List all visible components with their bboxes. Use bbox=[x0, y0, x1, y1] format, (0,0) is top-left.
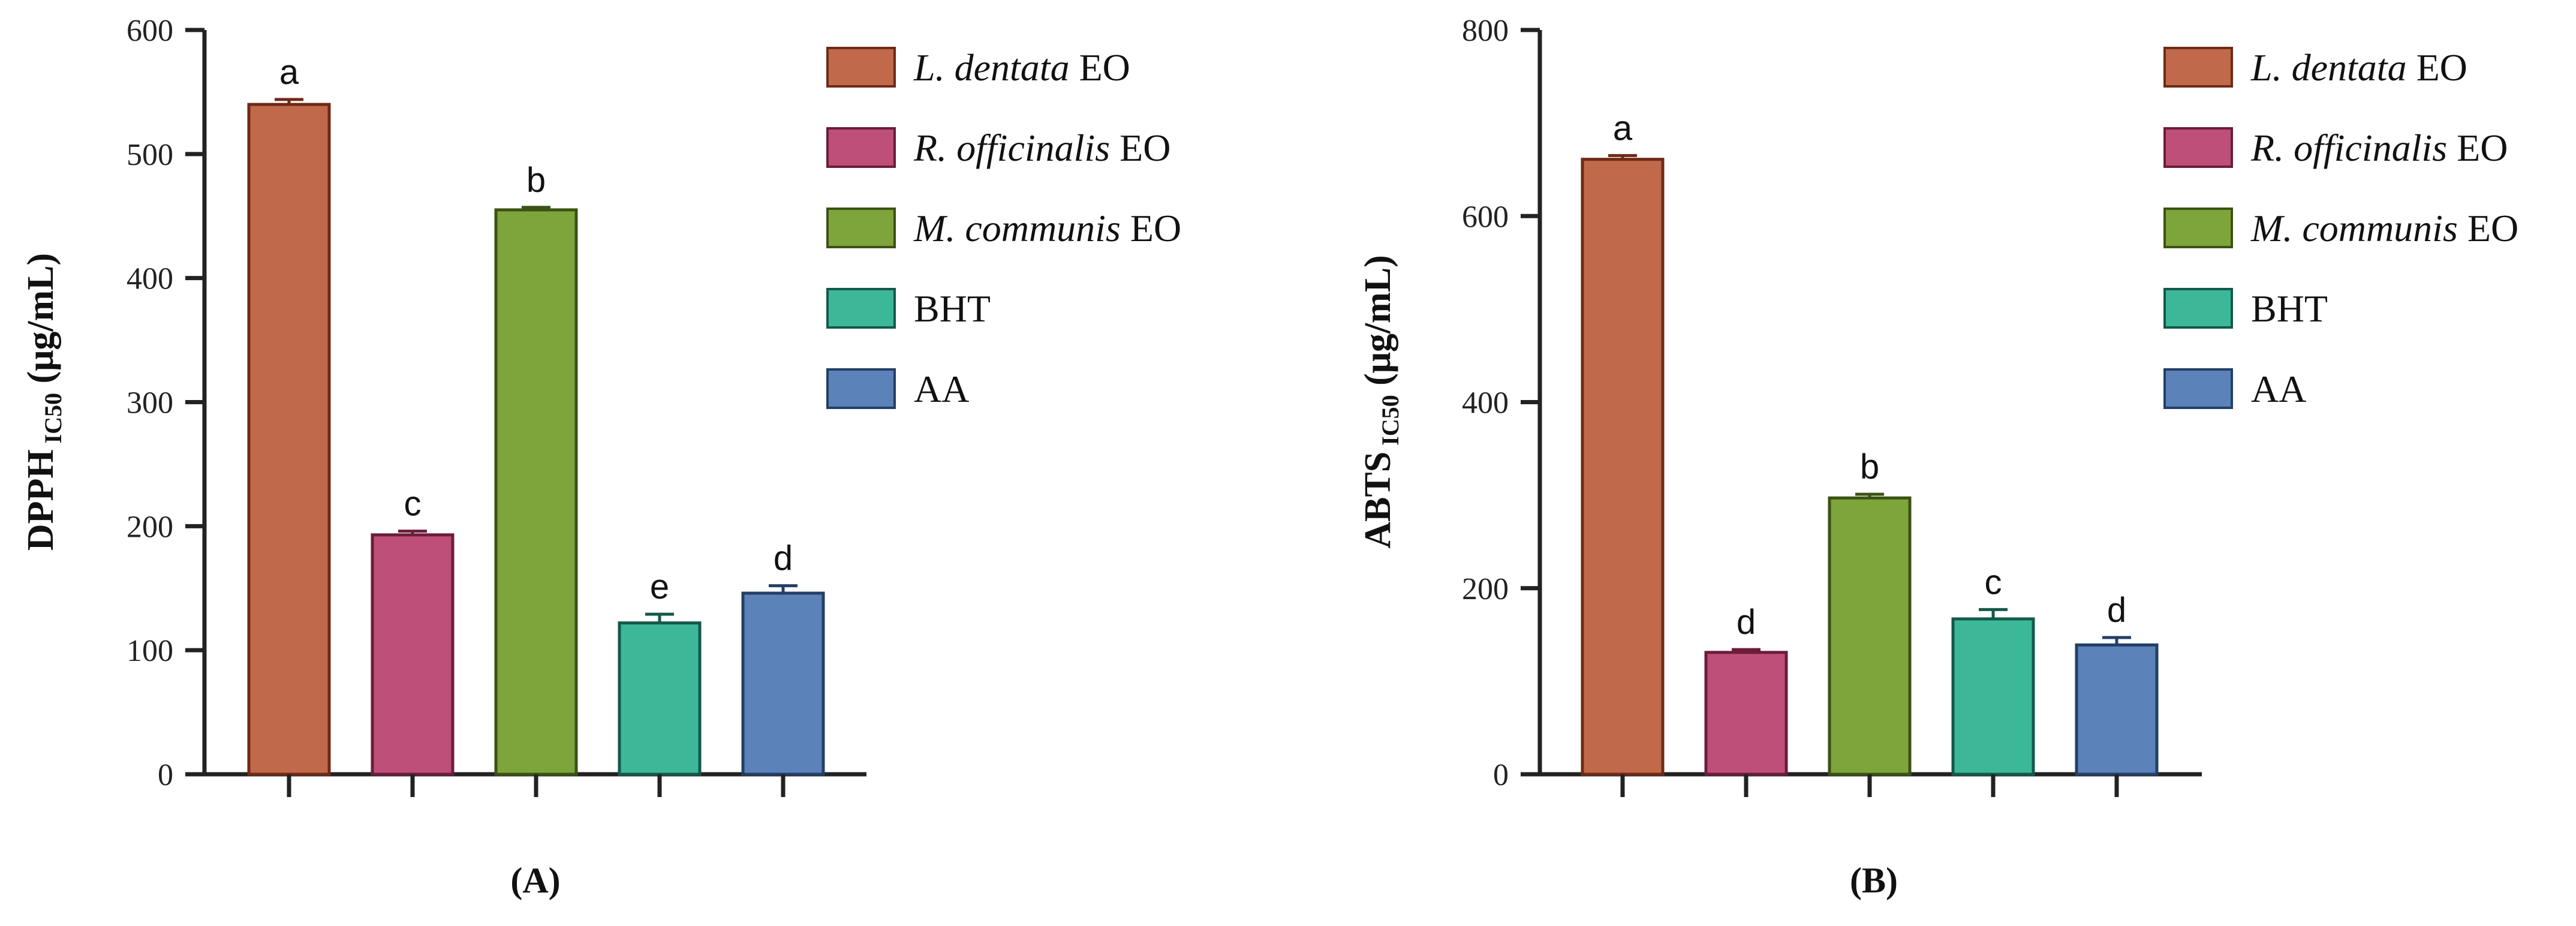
legend-swatch-4 bbox=[2163, 368, 2233, 409]
panel-label: (A) bbox=[510, 861, 560, 900]
bar-1 bbox=[1704, 651, 1788, 776]
y-tick-label: 500 bbox=[127, 138, 173, 172]
significance-letter-1: d bbox=[1737, 603, 1756, 642]
legend-swatch-1 bbox=[2163, 127, 2233, 168]
legend-label-4: AA bbox=[914, 368, 969, 410]
y-tick-label: 100 bbox=[127, 634, 173, 668]
bar-3 bbox=[618, 621, 702, 776]
y-tick-label: 600 bbox=[127, 14, 173, 48]
bar-4 bbox=[2075, 643, 2159, 776]
legend-label-rest: EO bbox=[2447, 127, 2508, 169]
y-tick-label: 200 bbox=[1462, 572, 1509, 606]
legend-swatch-0 bbox=[826, 47, 896, 88]
bar-3 bbox=[1951, 617, 2035, 776]
significance-letter-1: c bbox=[404, 485, 422, 524]
legend-swatch-3 bbox=[2163, 288, 2233, 329]
bar-2 bbox=[494, 208, 578, 776]
significance-letter-3: c bbox=[1985, 563, 2002, 602]
legend-label-4: AA bbox=[2251, 368, 2306, 410]
significance-letter-2: b bbox=[1860, 447, 1879, 486]
legend-label-rest: EO bbox=[2407, 46, 2467, 89]
legend-label-rest: BHT bbox=[914, 287, 991, 330]
legend-label-rest: BHT bbox=[2251, 287, 2328, 330]
bar-1 bbox=[371, 533, 455, 776]
y-tick-label: 0 bbox=[1493, 758, 1509, 792]
legend-label-italic: L. dentata bbox=[913, 46, 1070, 89]
y-axis-label: DPPH IC50 (μg/mL) bbox=[20, 253, 67, 551]
y-axis-label-sub: IC50 bbox=[1377, 395, 1404, 451]
legend-label-rest: EO bbox=[1121, 207, 1181, 249]
y-tick-label: 400 bbox=[127, 262, 173, 296]
bar-2 bbox=[1828, 496, 1912, 776]
legend-label-italic: M. communis bbox=[913, 207, 1121, 249]
legend-label-3: BHT bbox=[2251, 287, 2328, 330]
legend-label-italic: M. communis bbox=[2250, 207, 2458, 249]
legend-swatch-2 bbox=[826, 208, 896, 248]
bar-0 bbox=[1581, 158, 1665, 776]
significance-letter-0: a bbox=[1613, 109, 1633, 148]
significance-letter-4: d bbox=[774, 539, 793, 578]
bar-4 bbox=[741, 591, 825, 776]
y-tick-label: 0 bbox=[158, 758, 173, 792]
y-tick-label: 300 bbox=[127, 386, 173, 420]
legend-label-rest: EO bbox=[1070, 46, 1130, 89]
legend-swatch-4 bbox=[826, 368, 896, 409]
legend-label-italic: L. dentata bbox=[2250, 46, 2407, 89]
legend-swatch-3 bbox=[826, 288, 896, 329]
legend-label-rest: EO bbox=[1110, 127, 1170, 169]
y-axis-label: ABTS IC50 (μg/mL) bbox=[1358, 255, 1404, 549]
legend-swatch-1 bbox=[826, 127, 896, 168]
chart-panel-a: 0 100 200 300 400 500 600 a c b e d DPPH IC50 (μg/mL… bbox=[20, 14, 1181, 900]
legend-label-rest: EO bbox=[2458, 207, 2518, 249]
legend-label-1: R. officinalis EO bbox=[2250, 127, 2508, 169]
legend-swatch-2 bbox=[2163, 208, 2233, 248]
significance-letter-4: d bbox=[2107, 591, 2126, 630]
panel-label: (B) bbox=[1850, 861, 1898, 900]
legend-label-italic: R. officinalis bbox=[913, 127, 1110, 169]
bar-0 bbox=[247, 103, 331, 776]
legend-label-2: M. communis EO bbox=[913, 207, 1181, 249]
y-axis-label-main: ABTS bbox=[1358, 452, 1398, 549]
legend-label-3: BHT bbox=[914, 287, 991, 330]
y-axis-label-unit: (μg/mL) bbox=[1358, 255, 1398, 395]
y-tick-label: 400 bbox=[1462, 386, 1509, 420]
significance-letter-2: b bbox=[526, 161, 546, 200]
legend-swatch-0 bbox=[2163, 47, 2233, 88]
y-axis-label-sub: IC50 bbox=[40, 393, 67, 449]
legend-label-rest: AA bbox=[2251, 368, 2306, 410]
legend-label-rest: AA bbox=[914, 368, 969, 410]
legend-label-2: M. communis EO bbox=[2250, 207, 2518, 249]
y-tick-label: 600 bbox=[1462, 200, 1509, 234]
y-axis-label-unit: (μg/mL) bbox=[20, 253, 61, 393]
legend-label-0: L. dentata EO bbox=[913, 46, 1130, 89]
chart-panel-b: 0 200 400 600 800 a d b c d ABTS IC50 (μg/mL) L. de… bbox=[1358, 14, 2518, 900]
y-tick-label: 800 bbox=[1462, 14, 1509, 48]
significance-letter-0: a bbox=[279, 53, 299, 92]
legend-label-0: L. dentata EO bbox=[2250, 46, 2467, 89]
y-tick-label: 200 bbox=[127, 510, 173, 544]
y-axis-label-main: DPPH bbox=[20, 449, 61, 551]
legend-label-1: R. officinalis EO bbox=[913, 127, 1170, 169]
significance-letter-3: e bbox=[650, 567, 669, 606]
legend-label-italic: R. officinalis bbox=[2250, 127, 2447, 169]
